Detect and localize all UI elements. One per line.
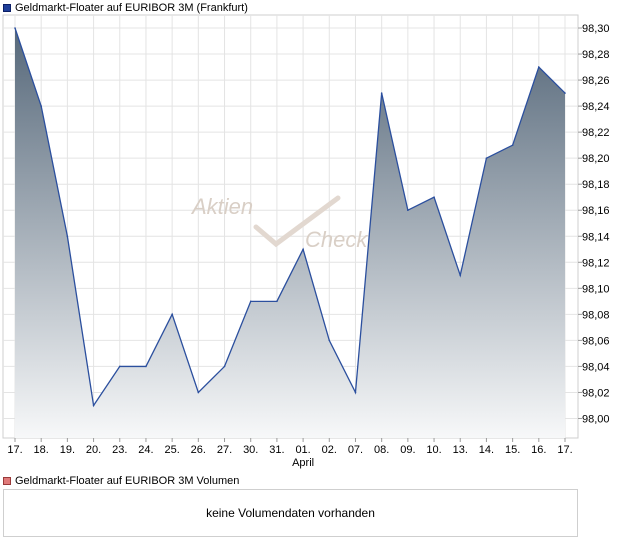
price-point [40,105,42,107]
volume-legend-label: Geldmarkt-Floater auf EURIBOR 3M Volumen [15,475,240,487]
price-point [511,144,514,146]
x-tick-label: 30. [243,444,258,456]
y-tick-label: 98,24 [582,101,610,113]
x-tick-label: 07. [348,444,363,456]
price-chart: Aktien Check 98,0098,0298,0498,0698,0898… [2,14,610,469]
x-axis: 17. 18. 19. 20. 23. 24. 25. 26. 27. 30. 31. 01. 02. 0… [7,438,573,469]
x-tick-label: 19. [60,444,75,456]
volume-legend-swatch [3,477,11,485]
x-tick-label: 13. [453,444,468,456]
price-point [276,300,278,303]
y-axis: 98,00 98,02 98,04 98,06 98,08 98,10 98,12 98,14… [578,23,610,425]
price-point [459,274,462,277]
price-line [14,27,566,408]
x-tick-label: 26. [191,444,206,456]
y-tick-label: 98,16 [582,205,610,217]
price-legend: Geldmarkt-Floater auf EURIBOR 3M (Frankf… [3,2,248,14]
watermark-check [253,195,341,248]
price-point [145,365,147,368]
price-point [14,27,16,29]
y-tick-label: 98,04 [582,361,610,373]
y-tick-label: 98,02 [582,387,610,399]
x-tick-label: 16. [531,444,546,456]
x-tick-label: 31. [269,444,284,456]
watermark-line1: Aktien [190,194,253,219]
watermark: Aktien Check [190,194,368,252]
price-area-fill [15,28,565,439]
x-tick-label: 27. [217,444,232,456]
x-tick-label: 17. [7,444,22,456]
x-tick-label: 18. [34,444,49,456]
y-tick-label: 98,28 [582,49,610,61]
price-point [433,196,435,199]
price-point [564,92,566,94]
x-tick-label: 15. [505,444,520,456]
x-tick-label: 14. [479,444,494,456]
price-legend-label: Geldmarkt-Floater auf EURIBOR 3M (Frankf… [15,2,248,14]
price-point [223,365,226,368]
y-tick-label: 98,08 [582,309,610,321]
price-point [92,404,95,407]
y-tick-label: 98,14 [582,231,610,243]
volume-panel: keine Volumendaten vorhanden [3,489,578,537]
y-tick-label: 98,26 [582,75,610,87]
x-tick-label: 20. [86,444,101,456]
x-tick-label: 01. [295,444,310,456]
y-tick-label: 98,18 [582,179,610,191]
price-point [118,365,121,368]
price-point [538,66,540,68]
watermark-line2: Check [305,227,368,252]
price-point [171,313,173,316]
y-tick-label: 98,10 [582,283,610,295]
volume-legend: Geldmarkt-Floater auf EURIBOR 3M Volumen [3,475,239,487]
price-legend-swatch [3,4,11,12]
y-tick-label: 98,30 [582,23,610,35]
price-point [66,235,69,238]
price-point [328,339,331,342]
x-month-label: April [292,457,314,469]
x-tick-label: 24. [138,444,153,456]
y-tick-label: 98,12 [582,257,610,269]
price-point [354,391,357,394]
price-point [197,391,200,394]
y-tick-label: 98,20 [582,153,610,165]
y-tick-label: 98,22 [582,127,610,139]
price-point [407,209,409,212]
x-tick-label: 10. [426,444,441,456]
y-tick-label: 98,00 [582,413,610,425]
x-tick-label: 17. [557,444,572,456]
x-tick-label: 09. [400,444,415,456]
x-tick-label: 08. [374,444,389,456]
price-point [249,300,252,303]
price-point [302,248,304,251]
price-point [380,92,383,94]
x-tick-label: 25. [164,444,179,456]
price-point [485,157,488,159]
series-layer [14,27,566,439]
volume-empty-message: keine Volumendaten vorhanden [206,506,375,520]
x-tick-label: 23. [112,444,127,456]
y-tick-label: 98,06 [582,335,610,347]
x-tick-label: 02. [322,444,337,456]
